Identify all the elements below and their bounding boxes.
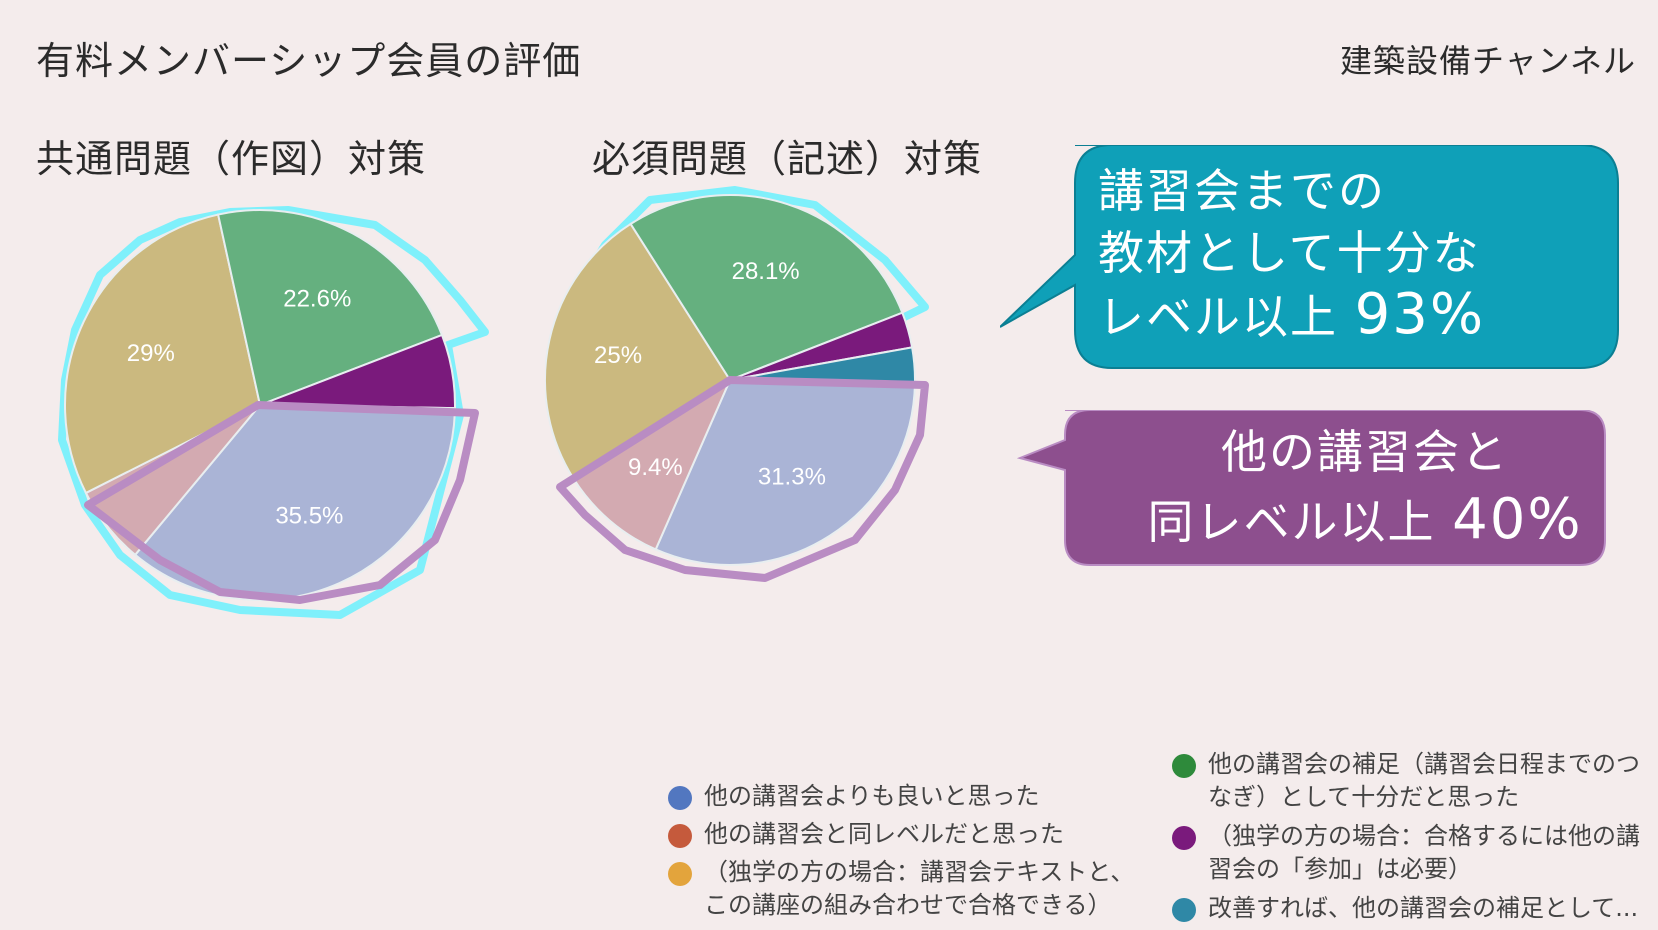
legend-label-line2: なぎ）として十分だと思った <box>1208 783 1520 811</box>
pie-slice-better <box>654 378 916 566</box>
legend-label: 改善すれば、他の講習会の補足として... <box>1208 894 1639 922</box>
pie-slice-self_ok <box>64 213 262 495</box>
legend-dot-icon <box>1172 826 1196 850</box>
callout-value: 93% <box>1354 282 1486 347</box>
legend-label: 他の講習会と同レベルだと思った <box>704 820 1064 848</box>
pie-slice-label: 28.1% <box>732 258 800 285</box>
pie-slice-label: 29% <box>127 340 175 367</box>
teal-callout-bubble <box>1000 145 1619 369</box>
pie-slice-better <box>133 403 456 601</box>
legend-dot-icon <box>668 824 692 848</box>
pie-chart-drawing: 35.5% 29% 22.6% <box>58 206 489 619</box>
pie-labels: 35.5% 29% 22.6% <box>127 286 352 530</box>
purple-highlight-outline <box>556 376 929 582</box>
channel-name: 建築設備チャンネル <box>1339 42 1636 80</box>
chart-title-drawing: 共通問題（作図）対策 <box>36 137 427 181</box>
legend-label-line1: （独学の方の場合：合格するには他の講 <box>1208 822 1640 850</box>
callout-line: 同レベル以上 40% <box>1060 486 1658 556</box>
legend-label-line2: 習会の「参加」は必要） <box>1208 855 1472 883</box>
legend-dot-icon <box>668 862 692 886</box>
pie-slice-label: 9.4% <box>628 454 683 481</box>
pie-slices <box>64 209 456 601</box>
pie-slices <box>545 194 916 566</box>
chart-title-written: 必須問題（記述）対策 <box>592 137 983 181</box>
callout-line: レベル以上 93% <box>1098 284 1485 348</box>
legend-dot-icon <box>1172 754 1196 778</box>
pie-slice-label: 35.5% <box>275 502 343 529</box>
pie-slice-label: 31.3% <box>758 464 826 491</box>
legend-dot-icon <box>1172 898 1196 922</box>
purple-callout-text: 他の講習会と 同レベル以上 40% <box>1060 418 1658 556</box>
page-title: 有料メンバーシップ会員の評価 <box>36 39 582 83</box>
legend-dot-icon <box>668 786 692 810</box>
pie-slice-supplement <box>629 194 904 382</box>
pie-slice-label: 25% <box>594 342 642 369</box>
pie-slice-self_ok <box>545 222 732 481</box>
callout-line: 講習会までの <box>1098 164 1386 218</box>
legend-label-line2: この講座の組み合わせで合格できる） <box>704 891 1112 919</box>
pie-slice-label: 22.6% <box>283 286 351 313</box>
pie-chart-written: 31.3% 9.4% 25% 28.1% <box>545 186 929 582</box>
callout-line3-prefix: レベル以上 <box>1098 290 1338 344</box>
callout-line: 教材として十分な <box>1098 226 1481 280</box>
pie-labels: 31.3% 9.4% 25% 28.1% <box>594 258 826 491</box>
legend-label: 他の講習会よりも良いと思った <box>704 782 1040 810</box>
cyan-highlight-outline <box>58 206 489 619</box>
callout-value: 40% <box>1452 487 1583 552</box>
teal-callout-text: 講習会までの 教材として十分な レベル以上 93% <box>1098 160 1485 348</box>
callout-line2-prefix: 同レベル以上 <box>1147 495 1436 549</box>
callout-line: 他の講習会と <box>1221 425 1509 479</box>
legend-label-line1: （独学の方の場合：講習会テキストと、 <box>704 858 1135 886</box>
purple-highlight-outline <box>84 401 479 604</box>
purple-callout-bubble <box>1016 410 1606 566</box>
pie-slice-same <box>572 377 733 551</box>
legend-label-line1: 他の講習会の補足（講習会日程までのつ <box>1208 750 1640 778</box>
